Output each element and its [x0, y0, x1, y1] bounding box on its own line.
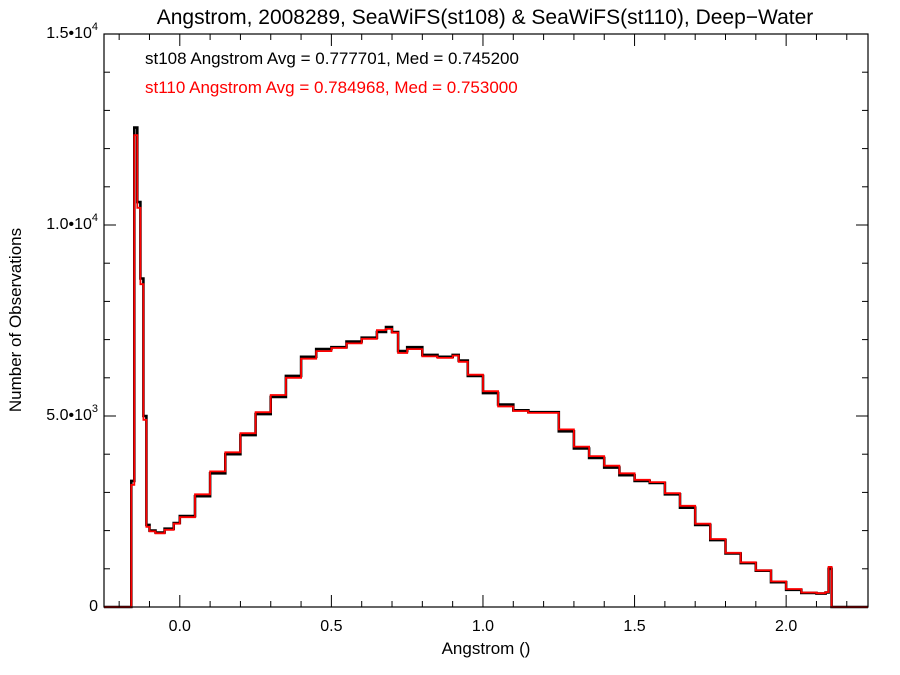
x-tick-label: 1.0: [472, 618, 494, 635]
annotation-st108: st108 Angstrom Avg = 0.777701, Med = 0.7…: [145, 49, 519, 68]
chart-title: Angstrom, 2008289, SeaWiFS(st108) & SeaW…: [157, 6, 814, 29]
x-tick-label: 0.0: [169, 618, 191, 635]
x-tick-label: 2.0: [775, 618, 797, 635]
series-line-1: [104, 134, 868, 608]
x-tick-label: 1.5: [623, 618, 645, 635]
y-axis-label: Number of Observations: [6, 228, 25, 412]
x-axis-label: Angstrom (): [442, 639, 531, 658]
y-tick-label: 1.5•104: [46, 21, 98, 42]
annotation-st110: st110 Angstrom Avg = 0.784968, Med = 0.7…: [145, 78, 518, 97]
x-tick-label: 0.5: [320, 618, 342, 635]
series-layer: [104, 126, 868, 609]
y-tick-label: 1.0•104: [46, 212, 98, 233]
plot-frame: [103, 33, 869, 608]
y-tick-label: 0: [89, 598, 98, 615]
y-tick-label: 5.0•103: [46, 403, 98, 424]
